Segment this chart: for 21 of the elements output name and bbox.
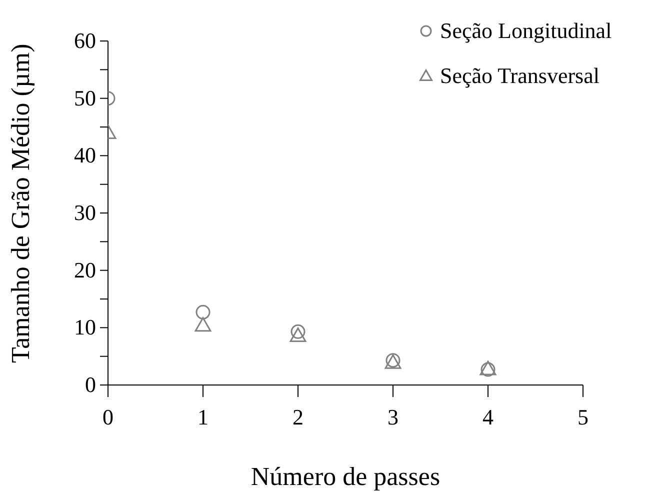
- legend-label: Seção Longitudinal: [440, 18, 612, 44]
- y-tick-label: 20: [74, 257, 96, 282]
- y-tick-label: 40: [74, 142, 96, 168]
- y-tick-label: 60: [74, 28, 96, 53]
- x-tick-label: 4: [482, 404, 494, 430]
- y-tick-label: 50: [74, 85, 96, 110]
- x-tick-label: 5: [578, 404, 588, 430]
- y-tick-label: 10: [74, 314, 96, 340]
- y-axis-title: Tamanho de Grão Médio (µm): [6, 44, 36, 363]
- point: [290, 327, 306, 342]
- x-tick-label: 2: [292, 404, 304, 430]
- legend-label: Seção Transversal: [440, 62, 600, 88]
- y-tick-label: 0: [85, 372, 96, 397]
- x-tick-label: 3: [388, 404, 398, 430]
- x-tick-label: 1: [198, 404, 208, 430]
- point: [194, 317, 212, 332]
- point: [290, 324, 306, 339]
- y-tick-label: 30: [74, 200, 96, 225]
- x-tick-label: 0: [102, 404, 114, 430]
- point: [196, 304, 210, 320]
- x-axis-title: Número de passes: [250, 462, 440, 491]
